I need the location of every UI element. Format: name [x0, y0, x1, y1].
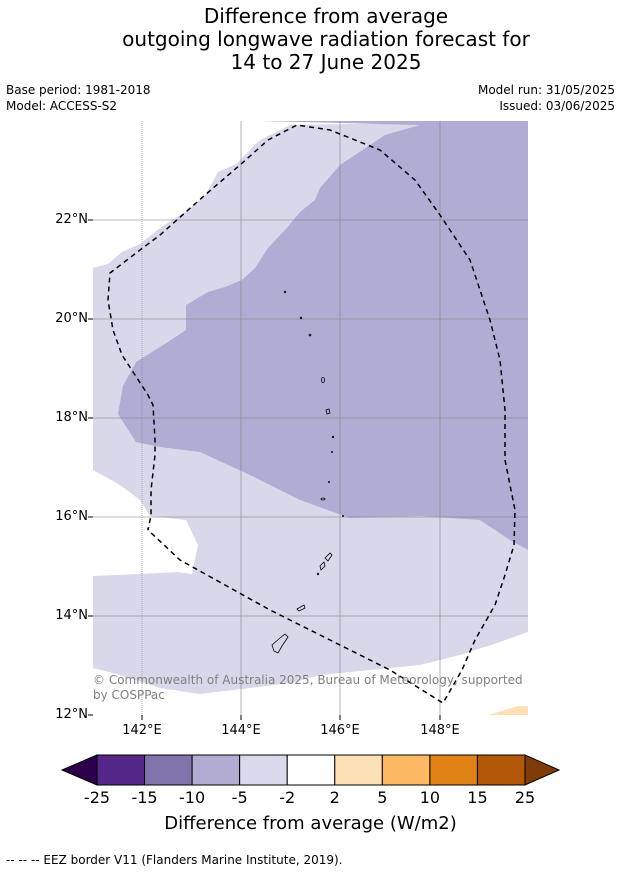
island-saipan — [324, 552, 333, 562]
colorbar-tick-1: -15 — [131, 788, 158, 807]
colorbar-tick-8: 15 — [467, 788, 488, 807]
island-pagan — [325, 408, 331, 415]
island-guam — [271, 633, 289, 654]
lat-label-16: 16°N — [55, 509, 88, 524]
lon-label-146: 146°E — [320, 723, 360, 738]
colorbar-box-0 — [96, 754, 146, 786]
colorbar-boxes — [60, 754, 561, 786]
island-aguijan — [316, 572, 320, 576]
colorbar-tick-7: 10 — [419, 788, 441, 807]
island-tinian — [319, 561, 326, 571]
colorbar-box-7 — [429, 754, 478, 786]
lon-label-148: 148°E — [420, 723, 460, 738]
lat-label-20: 20°N — [55, 311, 88, 326]
island-alamagan — [331, 435, 335, 439]
copyright-line-1: © Commonwealth of Australia 2025, Bureau… — [93, 673, 523, 687]
issued-date: Issued: 03/06/2025 — [499, 99, 615, 113]
anomaly-region-peach — [488, 706, 528, 715]
colorbar-box-5 — [334, 754, 383, 786]
colorbar-box-1 — [144, 754, 193, 786]
colorbar-extend-high — [524, 754, 561, 786]
colorbar-tick-4: -2 — [279, 788, 296, 807]
colorbar-box-3 — [239, 754, 288, 786]
title-line-3: 14 to 27 June 2025 — [230, 50, 422, 74]
colorbar-label: Difference from average (W/m2) — [164, 813, 457, 834]
colorbar-extend-low — [60, 754, 98, 786]
colorbar-tick-5: 2 — [329, 788, 340, 807]
colorbar-box-2 — [191, 754, 241, 786]
lon-label-144: 144°E — [221, 723, 261, 738]
lat-label-18: 18°N — [55, 410, 88, 425]
model-name: Model: ACCESS-S2 — [6, 99, 118, 113]
islands — [271, 290, 344, 654]
eez-border — [107, 124, 516, 705]
island-agrihan — [321, 377, 325, 383]
island-rota — [296, 604, 306, 612]
map-area: © Commonwealth of Australia 2025, Bureau… — [93, 121, 528, 715]
colorbar-tick-9: 25 — [514, 788, 536, 807]
colorbar-box-8 — [476, 754, 526, 786]
colorbar-tick-2: -10 — [179, 788, 206, 807]
colorbar-box-4 — [286, 754, 336, 786]
colorbar-tick-3: -5 — [231, 788, 248, 807]
chart-title: Difference from average outgoing longwav… — [0, 5, 621, 74]
island-sarigan — [327, 480, 330, 483]
lat-label-22: 22°N — [55, 212, 88, 227]
colorbar-tick-6: 5 — [377, 788, 388, 807]
eez-legend-note: -- -- -- EEZ border V11 (Flanders Marine… — [6, 853, 343, 867]
island-maug — [299, 316, 303, 320]
meta-left: Base period: 1981-2018 Model: ACCESS-S2 — [6, 82, 151, 114]
title-line-1: Difference from average — [203, 4, 449, 28]
model-run: Model run: 31/05/2025 — [477, 83, 615, 97]
meta-right: Model run: 31/05/2025 Issued: 03/06/2025 — [478, 82, 615, 114]
base-period: Base period: 1981-2018 — [6, 83, 151, 97]
lon-label-142: 142°E — [122, 723, 162, 738]
lat-label-14: 14°N — [55, 608, 88, 623]
colorbar-tick-0: -25 — [83, 788, 111, 807]
island-farallon — [283, 290, 287, 294]
anomaly-region-medium — [118, 121, 528, 550]
axis-ticks — [88, 219, 441, 720]
island-anatahan — [320, 497, 326, 501]
island-asuncion — [308, 333, 312, 337]
colorbar-box-6 — [381, 754, 431, 786]
island-farallon-de-medinilla — [341, 515, 344, 518]
island-guguan — [330, 450, 333, 453]
lat-label-12: 12°N — [55, 707, 88, 722]
gridlines — [93, 121, 528, 715]
copyright-line-2: by COSPPac — [93, 688, 165, 702]
title-line-2: outgoing longwave radiation forecast for — [122, 27, 530, 51]
